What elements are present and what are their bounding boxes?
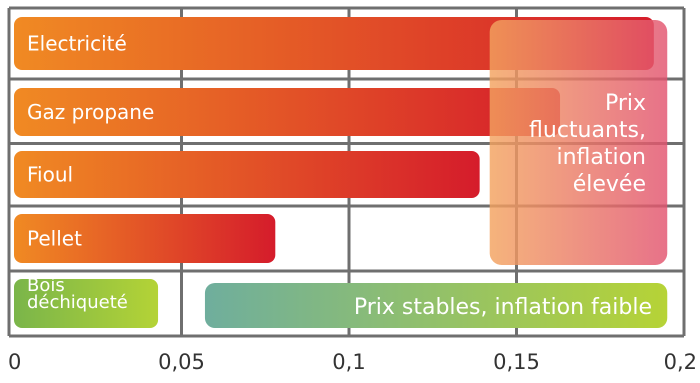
category-label-line: Bois xyxy=(27,275,65,296)
bar-gaz-propane xyxy=(14,88,561,136)
category-label-3: Pellet xyxy=(27,227,82,251)
annotation-high-inflation-text: Prix fluctuants, inflation élevée xyxy=(529,91,646,197)
annotation-high-inflation-line: fluctuants, xyxy=(529,118,646,143)
category-label-1: Gaz propane xyxy=(27,100,154,124)
annotation-low-inflation-box xyxy=(204,283,668,328)
x-axis-ticks: 0 0,05 0,1 0,15 0,2 xyxy=(8,350,697,374)
category-label-line: Pellet xyxy=(27,227,82,251)
labels-layer: Electricité Gaz propane Fioul Pellet Bois déc… xyxy=(27,32,154,314)
category-label-line: Fioul xyxy=(27,163,73,187)
x-tick-label: 0 xyxy=(8,350,21,374)
bar-bois-d-chiquet xyxy=(14,279,159,328)
bar-fioul xyxy=(14,151,480,198)
x-tick-label: 0,1 xyxy=(332,350,365,374)
category-label-line: Electricité xyxy=(27,32,127,56)
category-label-2: Fioul xyxy=(27,163,73,187)
x-tick-label: 0,05 xyxy=(158,350,205,374)
annotation-high-inflation-box xyxy=(489,20,668,265)
annotation-layer: Prix fluctuants, inflation élevée Prix stabl… xyxy=(204,20,668,328)
annotation-high-inflation-line: élevée xyxy=(573,172,646,197)
category-label-line: Gaz propane xyxy=(27,100,154,124)
annotation-low-inflation-text: Prix stables, inflation faible xyxy=(354,295,652,320)
bar-pellet xyxy=(14,214,276,263)
category-label-0: Electricité xyxy=(27,32,127,56)
annotation-high-inflation-line: inflation xyxy=(556,145,646,170)
x-tick-label: 0,2 xyxy=(664,350,697,374)
category-label-line: déchiqueté xyxy=(27,292,128,313)
x-tick-label: 0,15 xyxy=(493,350,540,374)
annotation-high-inflation-line: Prix xyxy=(605,91,646,116)
category-label-4: Bois déchiqueté xyxy=(27,275,128,313)
